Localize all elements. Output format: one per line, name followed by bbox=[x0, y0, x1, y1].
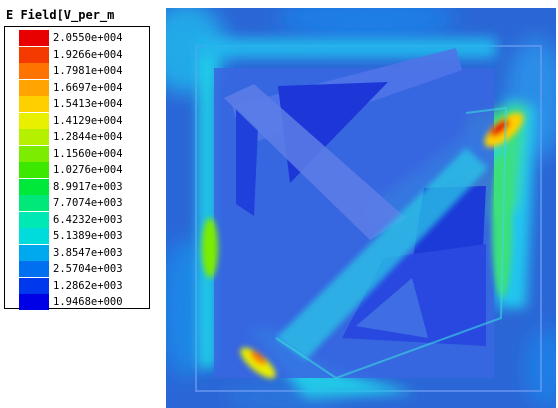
legend-level-label: 1.7981e+004 bbox=[53, 65, 123, 77]
upper-left-dark bbox=[236, 108, 258, 216]
hot-spots bbox=[202, 112, 524, 379]
legend-level-label: 1.1560e+004 bbox=[53, 147, 123, 160]
upper-diagonal-bar bbox=[224, 84, 406, 240]
legend-level-label: 7.7074e+003 bbox=[53, 197, 123, 209]
legend-swatch bbox=[19, 261, 49, 277]
field-legend: E Field[V_per_m 2.0550e+004 1.9266e+004 1.… bbox=[2, 6, 150, 310]
lower-bright-band bbox=[276, 148, 488, 360]
legend-level-label: 1.2862e+003 bbox=[53, 279, 123, 292]
legend-level-label: 1.6697e+004 bbox=[53, 81, 123, 94]
lower-inner-triangle bbox=[356, 278, 428, 338]
legend-swatch bbox=[19, 211, 49, 228]
legend-level-label: 2.5704e+003 bbox=[53, 263, 123, 275]
legend-swatch bbox=[19, 96, 49, 112]
legend-level-label: 1.5413e+004 bbox=[53, 98, 123, 110]
legend-level-label: 1.4129e+004 bbox=[53, 114, 123, 127]
legend-swatch bbox=[19, 244, 49, 261]
legend-swatch bbox=[19, 277, 49, 294]
legend-level-label: 1.2844e+004 bbox=[53, 131, 123, 143]
legend-swatch bbox=[19, 63, 49, 79]
legend-swatch bbox=[19, 145, 49, 162]
legend-level-label: 3.8547e+003 bbox=[53, 246, 123, 259]
legend-level-label: 1.9266e+004 bbox=[53, 48, 123, 61]
legend-swatch bbox=[19, 30, 49, 46]
legend-level-label: 5.1389e+003 bbox=[53, 230, 123, 242]
legend-swatch bbox=[19, 46, 49, 63]
legend-level-label: 8.9917e+003 bbox=[53, 180, 123, 193]
legend-colorbar: 2.0550e+004 1.9266e+004 1.7981e+004 1.6697e… bbox=[4, 26, 150, 310]
legend-swatch bbox=[19, 178, 49, 195]
legend-swatch bbox=[19, 195, 49, 211]
legend-level-label: 2.0550e+004 bbox=[53, 32, 123, 44]
legend-level-label: 1.0276e+004 bbox=[53, 164, 123, 176]
legend-swatch bbox=[19, 79, 49, 96]
legend-level-label: 6.4232e+003 bbox=[53, 213, 123, 226]
legend-swatch bbox=[19, 112, 49, 129]
legend-swatch bbox=[19, 294, 49, 310]
legend-title: E Field[V_per_m bbox=[6, 8, 115, 22]
legend-swatch bbox=[19, 162, 49, 178]
legend-swatch bbox=[19, 129, 49, 145]
legend-swatch bbox=[19, 228, 49, 244]
legend-level-label: 1.9468e+000 bbox=[53, 296, 123, 308]
triangle-edge bbox=[275, 106, 508, 380]
field-plot[interactable] bbox=[166, 8, 556, 408]
